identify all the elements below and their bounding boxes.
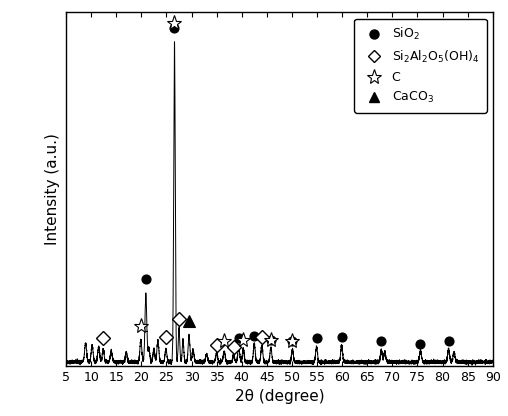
Legend: SiO$_2$, Si$_2$Al$_2$O$_5$(OH)$_4$, C, CaCO$_3$: SiO$_2$, Si$_2$Al$_2$O$_5$(OH)$_4$, C, C… xyxy=(354,19,487,113)
X-axis label: 2θ (degree): 2θ (degree) xyxy=(235,389,324,404)
Y-axis label: Intensity (a.u.): Intensity (a.u.) xyxy=(46,134,60,245)
